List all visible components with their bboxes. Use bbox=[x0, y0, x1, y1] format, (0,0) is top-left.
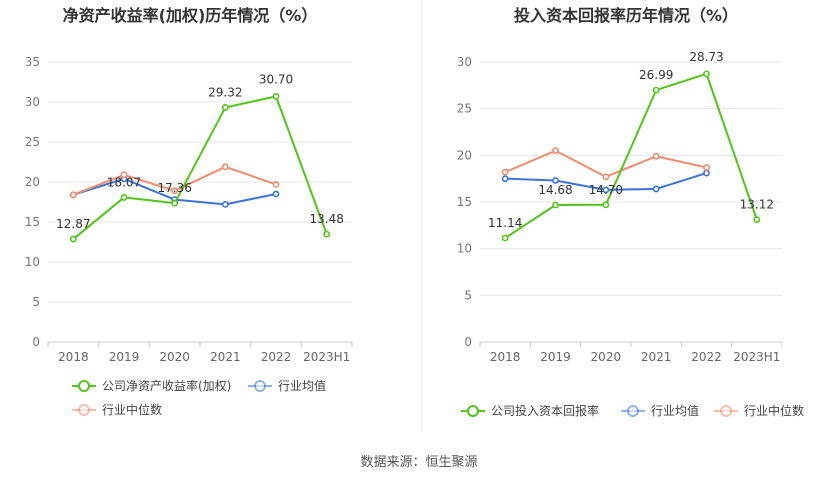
y-tick-label: 15 bbox=[457, 195, 472, 209]
y-tick-label: 5 bbox=[32, 295, 40, 309]
legend-item: 行业均值 bbox=[248, 378, 326, 393]
roe-chart: 净资产收益率(加权)历年情况（%） 0 5 10 15 20 25 30 35 2018 2019 2… bbox=[25, 6, 353, 417]
data-point bbox=[69, 235, 77, 243]
data-point bbox=[501, 175, 509, 183]
data-point bbox=[221, 200, 229, 208]
data-label: 12.87 bbox=[56, 217, 90, 231]
data-source-note: 数据来源：恒生聚源 bbox=[360, 455, 478, 470]
y-tick-label: 25 bbox=[457, 102, 472, 116]
data-point bbox=[652, 185, 660, 193]
data-point bbox=[69, 191, 77, 199]
data-point bbox=[221, 163, 229, 171]
data-point bbox=[602, 186, 610, 194]
legend-swatch-marker bbox=[627, 405, 639, 417]
data-point bbox=[652, 152, 660, 160]
x-tick-label: 2023H1 bbox=[733, 350, 780, 364]
x-tick-label: 2021 bbox=[641, 350, 672, 364]
y-tick-label: 0 bbox=[32, 335, 40, 349]
y-tick-label: 10 bbox=[25, 255, 40, 269]
roic-chart: 投入资本回报率历年情况（%） 0 5 10 15 20 25 30 2018 2019 2020 20… bbox=[457, 6, 804, 418]
chart-title: 净资产收益率(加权)历年情况（%） bbox=[63, 6, 318, 25]
data-point bbox=[323, 230, 331, 238]
data-point bbox=[120, 194, 128, 201]
data-label: 29.32 bbox=[208, 85, 242, 99]
legend-item: 行业中位数 bbox=[72, 402, 162, 417]
data-point bbox=[272, 180, 280, 188]
legend-label: 公司投入资本回报率 bbox=[491, 403, 599, 418]
data-point bbox=[703, 70, 710, 78]
x-tick-label: 2019 bbox=[109, 350, 140, 364]
series-line-company bbox=[72, 95, 328, 240]
data-label: 18.07 bbox=[107, 175, 141, 189]
y-tick-label: 0 bbox=[464, 335, 472, 349]
data-point bbox=[501, 168, 509, 176]
y-tick-label: 25 bbox=[25, 135, 40, 149]
x-tick-label: 2018 bbox=[490, 350, 521, 364]
legend-swatch-marker bbox=[254, 380, 266, 392]
legend-swatch-marker bbox=[78, 404, 90, 416]
x-tick-label: 2022 bbox=[691, 350, 722, 364]
legend-item: 公司净资产收益率(加权) bbox=[72, 378, 231, 393]
data-label: 11.14 bbox=[488, 216, 522, 230]
data-point bbox=[703, 164, 710, 171]
data-point bbox=[552, 177, 559, 184]
data-point bbox=[120, 171, 128, 179]
data-point bbox=[602, 173, 610, 181]
data-point bbox=[501, 234, 509, 242]
data-point bbox=[221, 104, 229, 111]
data-point bbox=[552, 201, 559, 209]
x-tick-label: 2020 bbox=[591, 350, 622, 364]
y-tick-label: 20 bbox=[457, 148, 472, 162]
legend-label: 行业均值 bbox=[278, 378, 326, 393]
x-tick-label: 2023H1 bbox=[303, 350, 350, 364]
data-label: 30.70 bbox=[259, 72, 293, 86]
y-tick-label: 35 bbox=[25, 55, 40, 69]
data-label: 13.12 bbox=[740, 198, 774, 212]
y-tick-label: 30 bbox=[457, 55, 472, 69]
legend-swatch-marker bbox=[720, 405, 732, 417]
data-point bbox=[703, 169, 710, 177]
legend-item: 行业均值 bbox=[621, 403, 699, 418]
legend-label: 行业中位数 bbox=[102, 402, 162, 417]
legend-label: 行业均值 bbox=[651, 403, 699, 418]
x-tick-label: 2019 bbox=[540, 350, 571, 364]
data-label: 14.68 bbox=[538, 183, 572, 197]
y-tick-label: 10 bbox=[457, 242, 472, 256]
legend-label: 行业中位数 bbox=[744, 403, 804, 418]
panel-divider bbox=[421, 0, 422, 430]
data-point bbox=[171, 199, 179, 207]
data-point bbox=[272, 93, 280, 100]
y-tick-label: 20 bbox=[25, 175, 40, 189]
legend-item: 行业中位数 bbox=[714, 403, 804, 418]
data-label: 13.48 bbox=[309, 212, 343, 226]
legend-swatch-marker bbox=[78, 380, 90, 392]
y-tick-label: 15 bbox=[25, 215, 40, 229]
data-label: 14.70 bbox=[589, 183, 623, 197]
x-tick-label: 2021 bbox=[210, 350, 241, 364]
series-line-company bbox=[504, 72, 758, 239]
legend-swatch-marker bbox=[467, 405, 479, 417]
data-point bbox=[652, 86, 660, 94]
legend-item: 公司投入资本回报率 bbox=[461, 403, 599, 418]
x-tick-label: 2018 bbox=[58, 350, 89, 364]
y-tick-label: 5 bbox=[464, 288, 472, 302]
data-point bbox=[171, 187, 179, 195]
chart-title: 投入资本回报率历年情况（%） bbox=[514, 6, 738, 25]
data-point bbox=[602, 201, 610, 209]
data-label: 26.99 bbox=[639, 68, 673, 82]
data-point bbox=[753, 216, 761, 223]
data-point bbox=[552, 147, 559, 155]
x-tick-label: 2020 bbox=[159, 350, 190, 364]
data-label: 28.73 bbox=[689, 50, 723, 64]
legend-label: 公司净资产收益率(加权) bbox=[102, 378, 231, 393]
series-line-industry-median bbox=[504, 149, 707, 178]
data-label: 17.36 bbox=[157, 181, 191, 195]
x-tick-label: 2022 bbox=[261, 350, 292, 364]
data-point bbox=[272, 190, 280, 198]
y-tick-label: 30 bbox=[25, 95, 40, 109]
